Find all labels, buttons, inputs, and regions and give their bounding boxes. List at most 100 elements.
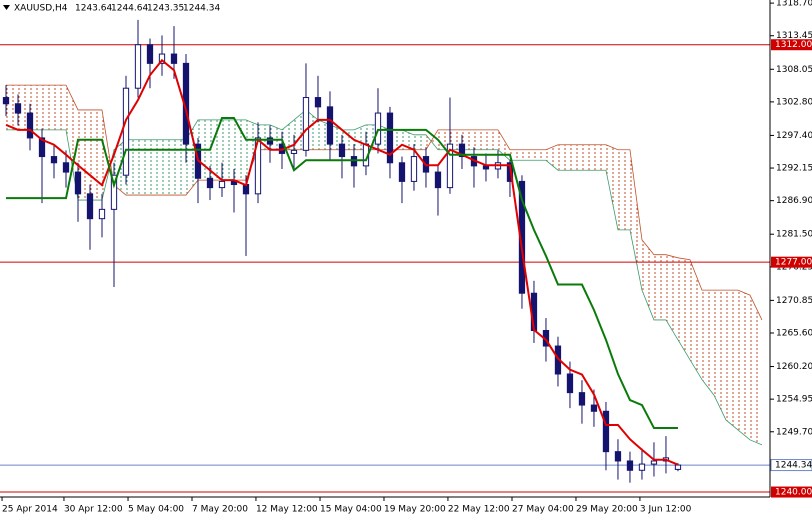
x-tick-label: 19 May 20:00 — [384, 505, 446, 515]
cloud-segment — [173, 139, 186, 196]
y-tick-label: 1281.50 — [776, 230, 812, 240]
candle-body — [254, 137, 262, 195]
candle-body — [14, 103, 22, 114]
candle-body — [314, 97, 322, 108]
cloud-segment — [509, 149, 522, 161]
cloud-segment — [221, 119, 234, 181]
level-label-box — [771, 256, 812, 268]
cloud-segment — [569, 144, 582, 171]
cloud-span-a — [6, 109, 763, 446]
cloud-segment — [641, 239, 654, 320]
y-tick-label: 1313.45 — [776, 31, 812, 41]
x-tick-label: 25 Apr 2014 — [2, 505, 58, 515]
y-tick-label: 1254.95 — [776, 395, 812, 405]
cloud-segment — [713, 290, 726, 420]
level-label: 1240.00 — [775, 488, 812, 498]
x-tick-label: 7 May 20:00 — [192, 505, 248, 515]
cloud-segment — [245, 119, 258, 181]
candle-body — [590, 404, 598, 412]
cloud-segment — [701, 290, 714, 396]
candle-body — [578, 392, 586, 406]
level-label-box — [771, 486, 812, 498]
candle-body — [434, 171, 442, 189]
candle-body — [290, 149, 298, 154]
candle-body — [626, 460, 634, 471]
cloud-segment — [557, 144, 570, 171]
y-tick-label: 1297.40 — [776, 131, 812, 141]
candle-body — [266, 137, 274, 145]
cloud-segment — [689, 259, 702, 380]
candle-body — [674, 464, 682, 470]
candle-body — [98, 208, 106, 220]
candle-body — [446, 143, 454, 189]
y-tick-label: 1318.70 — [776, 0, 812, 9]
candle-body — [86, 193, 94, 220]
y-tick-label: 1292.15 — [776, 164, 812, 174]
cloud-segment — [605, 144, 618, 230]
candle-body — [26, 112, 34, 139]
cloud-segment — [413, 134, 426, 150]
indicator-line — [6, 117, 678, 430]
candle-body — [146, 44, 154, 64]
x-tick-label: 30 Apr 12:00 — [64, 505, 123, 515]
indicator-line — [5, 58, 679, 466]
cloud-segment — [665, 254, 678, 340]
header-open: 1243.64 — [75, 4, 112, 14]
cloud-segment — [533, 149, 546, 161]
cloud-segment — [485, 129, 498, 150]
candle-body — [650, 460, 658, 465]
cloud-segment — [5, 85, 18, 130]
cloud-segment — [581, 144, 594, 171]
chart-header: XAUUSD,H4 1243.64 1244.64 1243.35 1244.3… — [3, 4, 220, 14]
candle-body — [338, 143, 346, 158]
cloud-segment — [65, 85, 78, 201]
cloud-segment — [725, 290, 738, 430]
x-tick-label: 12 May 12:00 — [256, 505, 318, 515]
candle-body — [614, 451, 622, 462]
candle-body — [326, 106, 334, 145]
x-tick-label: 3 Jun 12:00 — [640, 505, 692, 515]
level-label-box — [771, 39, 812, 51]
candle-body — [110, 174, 118, 210]
y-tick-label: 1286.90 — [776, 196, 812, 206]
header-close: 1244.34 — [183, 4, 220, 14]
y-tick-label: 1265.60 — [776, 328, 812, 338]
candle-body — [170, 53, 178, 64]
candle-body — [134, 44, 142, 89]
menu-triangle — [3, 5, 10, 10]
x-tick-label: 15 May 04:00 — [320, 505, 382, 515]
candle-body — [386, 112, 394, 164]
candle-body — [206, 177, 214, 189]
x-tick-label: 29 May 20:00 — [576, 505, 638, 515]
y-tick-label: 1249.70 — [776, 427, 812, 437]
level-label: 1277.00 — [775, 258, 812, 268]
candle-body — [50, 156, 58, 164]
candle-body — [398, 162, 406, 182]
cloud-segment — [629, 149, 642, 291]
chart-title: XAUUSD,H4 — [14, 4, 68, 14]
cloud-segment — [545, 144, 558, 171]
y-tick-label: 1260.20 — [776, 362, 812, 372]
cloud-segment — [749, 295, 762, 445]
y-tick-label: 1270.85 — [776, 296, 812, 306]
x-tick-label: 27 May 04:00 — [512, 505, 574, 515]
cloud-segment — [593, 144, 606, 171]
candle-body — [158, 53, 166, 64]
x-tick-label: 22 May 12:00 — [448, 505, 510, 515]
y-tick-label: 1302.80 — [776, 97, 812, 107]
candle-body — [218, 180, 226, 189]
cloud-segment — [137, 139, 150, 196]
x-tick-label: 5 May 04:00 — [128, 505, 184, 515]
cloud-span-b — [6, 84, 763, 321]
cloud-segment — [161, 139, 174, 196]
candle-body — [458, 143, 466, 158]
candle-body — [38, 137, 46, 158]
cloud-segment — [677, 257, 690, 360]
candle-body — [638, 463, 646, 471]
header-high: 1244.64 — [111, 4, 148, 14]
cloud-segment — [53, 85, 66, 130]
candle-body — [302, 97, 310, 151]
